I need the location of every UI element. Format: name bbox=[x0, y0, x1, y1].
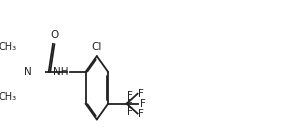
Text: Cl: Cl bbox=[92, 42, 102, 52]
Text: F: F bbox=[128, 91, 133, 101]
Text: CH₃: CH₃ bbox=[0, 92, 17, 102]
Text: O: O bbox=[50, 30, 58, 40]
Text: CH₃: CH₃ bbox=[0, 42, 17, 52]
Text: F: F bbox=[140, 99, 145, 109]
Text: F: F bbox=[128, 99, 133, 109]
Text: F: F bbox=[139, 89, 144, 99]
Text: N: N bbox=[24, 67, 32, 77]
Text: F: F bbox=[128, 107, 133, 117]
Text: NH: NH bbox=[53, 67, 69, 77]
Text: F: F bbox=[139, 109, 144, 119]
